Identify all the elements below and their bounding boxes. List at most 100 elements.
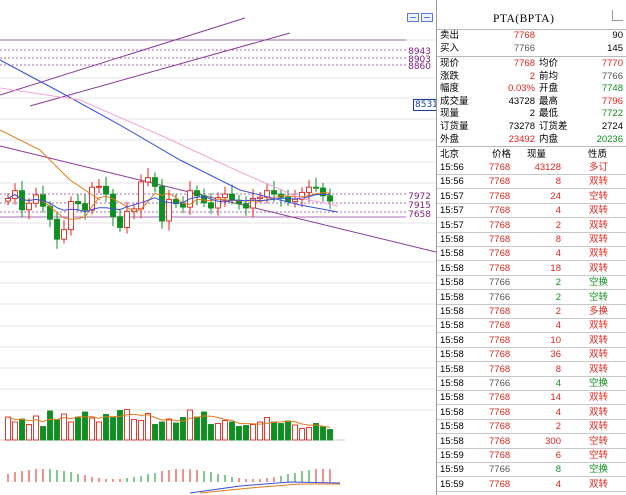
trade-volume: 2 xyxy=(555,421,561,433)
zoom-in-icon[interactable] xyxy=(407,13,419,22)
trade-row[interactable]: 15:58 7768 18 双转 xyxy=(437,262,626,276)
volume-bar xyxy=(54,419,60,441)
zoom-out-icon[interactable] xyxy=(421,13,433,22)
divider xyxy=(437,56,626,57)
stat-label: 最低 xyxy=(539,108,559,120)
candle-body xyxy=(103,185,109,195)
trade-volume: 8 xyxy=(555,363,561,375)
stat-label: 订货差 xyxy=(539,121,568,132)
trade-row[interactable]: 15:57 7768 4 双转 xyxy=(437,204,626,219)
header-time: 北京 xyxy=(440,149,460,160)
trade-time: 15:58 xyxy=(440,277,464,289)
candle-body xyxy=(243,203,249,209)
trade-nature: 双转 xyxy=(589,349,609,361)
volume-bar xyxy=(19,418,25,441)
trade-row[interactable]: 15:58 7768 4 双转 xyxy=(437,406,626,420)
trade-time: 15:58 xyxy=(440,306,464,317)
trade-row[interactable]: 15:58 7768 36 双转 xyxy=(437,348,626,363)
trade-time: 15:58 xyxy=(440,435,464,447)
sell-price: 7768 xyxy=(513,30,535,41)
candle-body xyxy=(61,229,67,240)
trade-volume: 36 xyxy=(550,349,561,361)
candle-body xyxy=(54,218,60,240)
volume-bar xyxy=(187,409,193,441)
stat-row: 幅度 0.03% 开盘 7748 xyxy=(437,82,626,96)
kline-chart-area[interactable]: 8943 8903 8860 8531 7972 7915 7658 xyxy=(0,0,437,495)
trade-volume: 8 xyxy=(555,464,561,476)
stat-value: 0.03% xyxy=(508,83,535,95)
trade-nature: 双转 xyxy=(589,334,609,346)
trade-row[interactable]: 15:58 7768 4 双转 xyxy=(437,247,626,262)
trade-volume: 4 xyxy=(555,478,561,490)
volume-bar xyxy=(110,416,116,441)
volume-bar xyxy=(278,423,284,441)
stat-label: 前均 xyxy=(539,70,559,82)
trade-row[interactable]: 15:58 7768 8 双转 xyxy=(437,363,626,377)
trade-time: 15:56 xyxy=(440,162,464,173)
candle-body xyxy=(117,216,123,228)
trade-row[interactable]: 15:56 7768 43128 多订 xyxy=(437,161,626,175)
stat-value: 7722 xyxy=(601,108,623,120)
stat-label: 涨跌 xyxy=(440,70,460,82)
trade-time: 15:56 xyxy=(440,176,464,188)
stat-value: 2724 xyxy=(601,121,623,132)
candle-body xyxy=(257,196,263,199)
volume-bar xyxy=(89,417,95,441)
candle-body xyxy=(5,198,11,202)
stat-label: 内盘 xyxy=(539,133,559,145)
trade-row[interactable]: 15:57 7768 2 双转 xyxy=(437,219,626,233)
trade-price: 7768 xyxy=(489,392,511,404)
volume-bar xyxy=(299,428,305,441)
candle-body xyxy=(320,187,326,197)
ma-line xyxy=(0,87,339,207)
stat-value: 43728 xyxy=(508,95,535,107)
trade-row[interactable]: 15:58 7766 2 空换 xyxy=(437,276,626,291)
candle-body xyxy=(145,177,151,183)
trade-row[interactable]: 15:58 7768 8 双转 xyxy=(437,233,626,247)
trade-row[interactable]: 15:58 7768 4 双转 xyxy=(437,319,626,334)
volume-bar xyxy=(271,421,277,441)
volume-bar xyxy=(5,416,11,441)
stat-value: 23492 xyxy=(508,133,535,145)
trade-row[interactable]: 15:57 7768 24 空转 xyxy=(437,190,626,204)
trade-nature: 多订 xyxy=(589,162,609,173)
trade-nature: 空换 xyxy=(589,378,609,389)
kline-chart[interactable] xyxy=(0,0,436,495)
trade-nature: 双转 xyxy=(589,478,609,490)
trade-volume: 2 xyxy=(555,306,561,317)
trade-nature: 双转 xyxy=(589,363,609,375)
candle-body xyxy=(222,193,228,199)
trade-row[interactable]: 15:59 7766 8 空换 xyxy=(437,463,626,478)
stat-value: 7768 xyxy=(513,58,535,69)
volume-bar xyxy=(180,417,186,441)
stat-label: 均价 xyxy=(539,58,559,69)
trade-row[interactable]: 15:58 7768 300 空转 xyxy=(437,435,626,449)
trade-nature: 双转 xyxy=(589,176,609,188)
trade-row[interactable]: 15:58 7768 2 双转 xyxy=(437,420,626,435)
trade-row[interactable]: 15:59 7768 6 空转 xyxy=(437,449,626,463)
trade-row[interactable]: 15:58 7768 14 双转 xyxy=(437,391,626,406)
trade-price: 7768 xyxy=(489,262,511,274)
stat-value: 73278 xyxy=(508,121,535,132)
macd-line xyxy=(199,483,340,494)
trade-nature: 双转 xyxy=(589,205,609,217)
trade-time: 15:58 xyxy=(440,291,464,303)
candle-body xyxy=(96,185,102,188)
trade-price: 7766 xyxy=(489,277,511,289)
trade-row[interactable]: 15:58 7766 4 空换 xyxy=(437,377,626,391)
trade-row[interactable]: 15:58 7768 10 双转 xyxy=(437,334,626,348)
trade-time: 15:58 xyxy=(440,234,464,245)
trade-row[interactable]: 15:58 7768 2 多换 xyxy=(437,305,626,319)
trade-price: 7768 xyxy=(489,219,511,231)
trade-nature: 双转 xyxy=(589,320,609,332)
candle-body xyxy=(159,185,165,222)
volume-bar xyxy=(215,423,221,441)
volume-bar xyxy=(313,423,319,441)
trade-row[interactable]: 15:56 7768 8 双转 xyxy=(437,175,626,190)
volume-bar xyxy=(222,420,228,441)
volume-bar xyxy=(138,420,144,441)
stat-label: 幅度 xyxy=(440,83,460,95)
trade-row[interactable]: 15:58 7766 2 空转 xyxy=(437,291,626,305)
trade-row[interactable]: 15:59 7768 4 双转 xyxy=(437,478,626,492)
trade-volume: 300 xyxy=(545,435,561,447)
